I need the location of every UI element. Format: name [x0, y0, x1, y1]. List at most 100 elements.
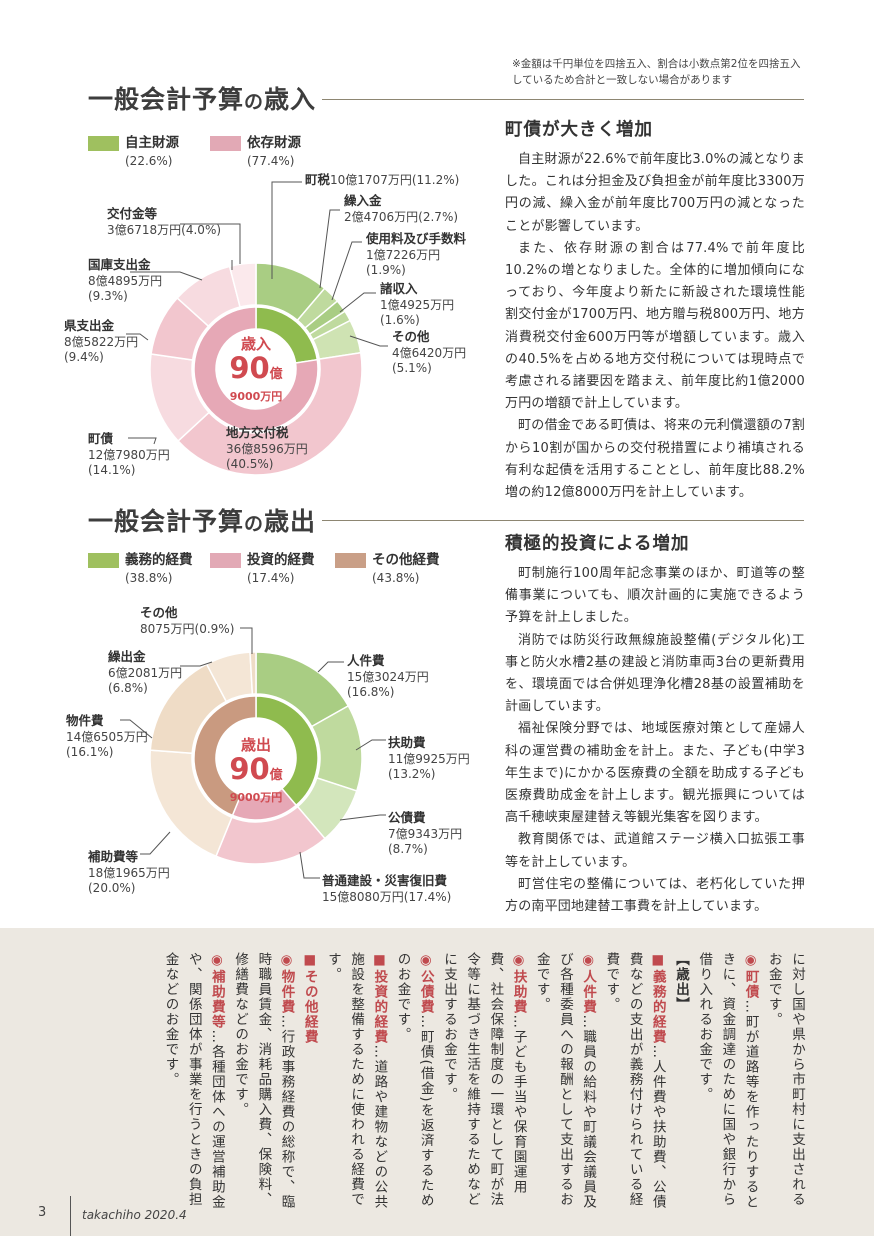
- exp-label-subsidies: 補助費等 18億1965万円 (20.0%): [88, 849, 170, 897]
- rev-center-hole: [217, 330, 295, 408]
- leader-line-5: [339, 814, 386, 821]
- label-amount: 1億7226万円: [366, 247, 441, 262]
- glossary-item: ◉公債費…町債(借金)を返済するためのお金です。: [390, 952, 436, 1217]
- paragraph: 町営住宅の整備については、老朽化していた押方の南平団地建替工事費を計上しています…: [505, 876, 805, 915]
- label-name: 公債費: [388, 810, 426, 825]
- legend-pct: (17.4%): [247, 571, 295, 585]
- legend-name: その他経費: [372, 552, 440, 568]
- expenditure-section-title: 一般会計予算の歳出: [88, 502, 316, 538]
- legend-name: 依存財源: [247, 135, 301, 151]
- exp-label-construction: 普通建設・災害復旧費 15億8080万円(17.4%): [322, 873, 451, 905]
- rounding-note: ※金額は千円単位を四捨五入、割合は小数点第2位を四捨五入 しているため合計と一致…: [512, 58, 801, 86]
- revenue-title-particle: の: [244, 91, 265, 113]
- leader-line-6: [128, 437, 157, 445]
- revenue-article-body: 自主財源が22.6%で前年度比3.0%の減となりました。これは分担金及び負担金が…: [505, 149, 805, 504]
- glossary-definition: …町債(借金)を返済するためのお金です。: [394, 952, 434, 1209]
- expenditure-donut-chart: [120, 627, 386, 879]
- label-name: 普通建設・災害復旧費: [322, 873, 448, 888]
- label-pct: (14.1%): [88, 463, 136, 477]
- exp-inner-slice-2: [193, 695, 257, 817]
- center-unit: 億: [269, 367, 283, 382]
- label-pct: (9.4%): [64, 350, 104, 364]
- label-amount: 11億9925万円: [388, 751, 470, 766]
- glossary-definition: …子ども手当や保育園運用費、社会保障制度の一環として町が法令等に基づき生活を維持…: [440, 952, 527, 1207]
- label-pct: (16.8%): [347, 685, 395, 699]
- leader-line-4: [355, 739, 386, 751]
- glossary-term: 扶助費: [510, 969, 527, 1015]
- leader-line-6: [140, 831, 171, 855]
- paragraph: 自主財源が22.6%で前年度比3.0%の減となりました。これは分担金及び負担金が…: [505, 152, 805, 234]
- glossary-term: 補助費等: [208, 969, 225, 1030]
- label-name: 補助費等: [88, 849, 139, 864]
- legend-swatch: [88, 553, 119, 568]
- label-pct: (20.0%): [88, 881, 136, 895]
- exp-label-assistance: 扶助費 11億9925万円 (13.2%): [388, 735, 470, 783]
- leader-line-0: [240, 627, 253, 654]
- glossary-definition: …道路や建物などの公共施設を整備するために使われる経費です。: [324, 952, 388, 1210]
- glossary-item: ■投資的経費…道路や建物などの公共施設を整備するために使われる経費です。: [321, 952, 391, 1217]
- expenditure-title-main: 一般会計予算: [88, 507, 245, 536]
- label-name: 県支出金: [64, 318, 115, 333]
- label-pct: (1.6%): [380, 313, 420, 327]
- glossary-item: ◉補助費等…各種団体への運営補助金や、関係団体が事業を行うときの負担金などのお金…: [158, 952, 228, 1217]
- label-name: 町税: [305, 172, 331, 187]
- magazine-issue: takachiho 2020.4: [82, 1208, 187, 1222]
- legend-swatch: [210, 136, 241, 151]
- glossary-panel: [0, 928, 874, 1236]
- expenditure-title-rule: [322, 520, 804, 521]
- square-bullet-icon: ■: [649, 952, 666, 970]
- leader-line-2: [331, 241, 362, 301]
- label-name: 使用料及び手数料: [366, 231, 467, 246]
- square-bullet-icon: ■: [371, 952, 388, 970]
- rev-outer-slice-5: [177, 351, 363, 476]
- label-amount: 7億9343万円: [388, 826, 463, 841]
- revenue-article-title: 町債が大きく増加: [505, 120, 653, 140]
- label-amount: 14億6505万円: [66, 729, 148, 744]
- leader-line-1: [319, 209, 340, 289]
- bullet-icon: ◉: [278, 952, 295, 970]
- label-name: 国庫支出金: [88, 257, 151, 272]
- label-pct: (40.5%): [226, 457, 274, 471]
- rev-label-misc: 諸収入 1億4925万円 (1.6%): [380, 281, 454, 329]
- rev-label-prefectural: 県支出金 8億5822万円 (9.4%): [64, 318, 138, 366]
- bullet-icon: ◉: [510, 952, 527, 970]
- label-name: 人件費: [347, 653, 385, 668]
- center-title: 歳入: [240, 335, 271, 353]
- paragraph: また、依存財源の割合は77.4%で前年度比10.2%の増となりました。全体的に増…: [505, 240, 805, 412]
- bullet-icon: ◉: [742, 952, 759, 970]
- label-pct: (1.9%): [366, 263, 406, 277]
- label-pct: (13.2%): [388, 767, 436, 781]
- page-number: 3: [38, 1205, 47, 1220]
- leader-line-3: [339, 292, 376, 313]
- label-name: 扶助費: [388, 735, 426, 750]
- label-pct: (6.8%): [108, 681, 148, 695]
- center-sub: 9000万円: [229, 791, 283, 804]
- rev-label-grants: 交付金等 3億6718万円(4.0%): [107, 206, 221, 238]
- revenue-title-term: 歳入: [264, 85, 317, 114]
- paragraph: 町制施行100周年記念事業のほか、町道等の整備事業についても、順次計画的に実施で…: [505, 566, 805, 626]
- leader-line-8: [130, 271, 203, 281]
- exp-label-transfer-out: 繰出金 6億2081万円 (6.8%): [108, 649, 182, 697]
- legend-name: 自主財源: [125, 135, 179, 151]
- label-amount: 10億1707万円(11.2%): [330, 173, 460, 187]
- legend-pct: (38.8%): [125, 571, 173, 585]
- glossary-term: その他経費: [301, 969, 318, 1045]
- label-amount: 15億3024万円: [347, 669, 429, 684]
- label-amount: 6億2081万円: [108, 665, 183, 680]
- revenue-donut-chart: [126, 181, 388, 476]
- footer-divider: [70, 1196, 71, 1236]
- glossary-vertical-text: に対し国や県から市町村に支出されるお金です。 ◉町債…町が道路等を作ったりすると…: [48, 952, 808, 1217]
- label-name: 繰入金: [344, 193, 382, 208]
- label-amount: 15億8080万円(17.4%): [322, 889, 452, 904]
- square-bullet-icon: ■: [301, 952, 318, 970]
- label-amount: 3億6718万円(4.0%): [107, 222, 222, 237]
- glossary-definition: …町が道路等を作ったりするときに、資金調達のために国や銀行から借り入れるお金です…: [696, 952, 759, 1210]
- label-amount: 8億4895万円: [88, 273, 163, 288]
- glossary-term: 人件費: [580, 969, 597, 1015]
- rev-label-transfer: 繰入金 2億4706万円(2.7%): [344, 193, 458, 225]
- leader-line-4: [349, 335, 388, 347]
- legend-pct: (22.6%): [125, 154, 173, 168]
- label-amount: 12億7980万円: [88, 447, 170, 462]
- legend-name: 投資的経費: [247, 552, 315, 568]
- rev-label-town-bond: 町債 12億7980万円 (14.1%): [88, 431, 170, 479]
